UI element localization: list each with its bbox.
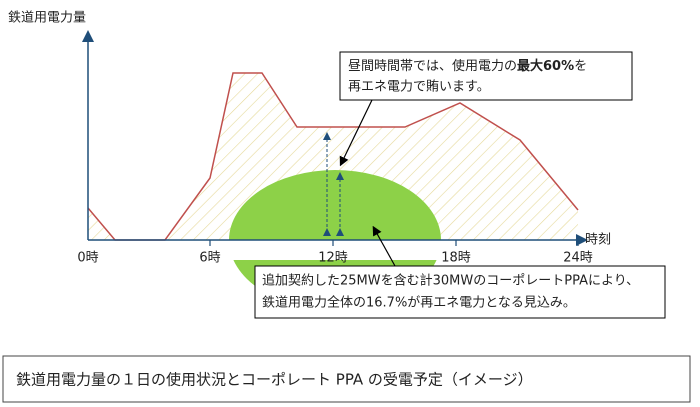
x-tick-label: 12時	[318, 251, 348, 266]
callout-box	[254, 265, 666, 319]
x-tick-label: 0時	[77, 251, 98, 266]
y-axis-label: 鉄道用電力量	[8, 11, 86, 26]
caption: 鉄道用電力量の１日の使用状況とコーポレート PPA の受電予定（イメージ）	[16, 371, 533, 389]
callout-text: 追加契約した25MWを含む計30MWのコーポレートPPAにより、	[262, 273, 639, 289]
x-tick-label: 18時	[441, 251, 471, 266]
callout-text: 鉄道用電力全体の16.7%が再エネ電力となる見込み。	[262, 295, 576, 311]
x-tick-label: 6時	[199, 251, 220, 266]
usage-area	[88, 73, 578, 240]
x-tick-label: 24時	[563, 251, 593, 266]
caption-box	[2, 355, 691, 403]
callout-box	[339, 51, 633, 101]
x-axis-label: 時刻	[585, 233, 611, 248]
callout-text: 再エネ電力で賄います。	[348, 79, 490, 95]
callout-text: 昼間時間帯では、使用電力の最大60%を	[348, 58, 587, 74]
